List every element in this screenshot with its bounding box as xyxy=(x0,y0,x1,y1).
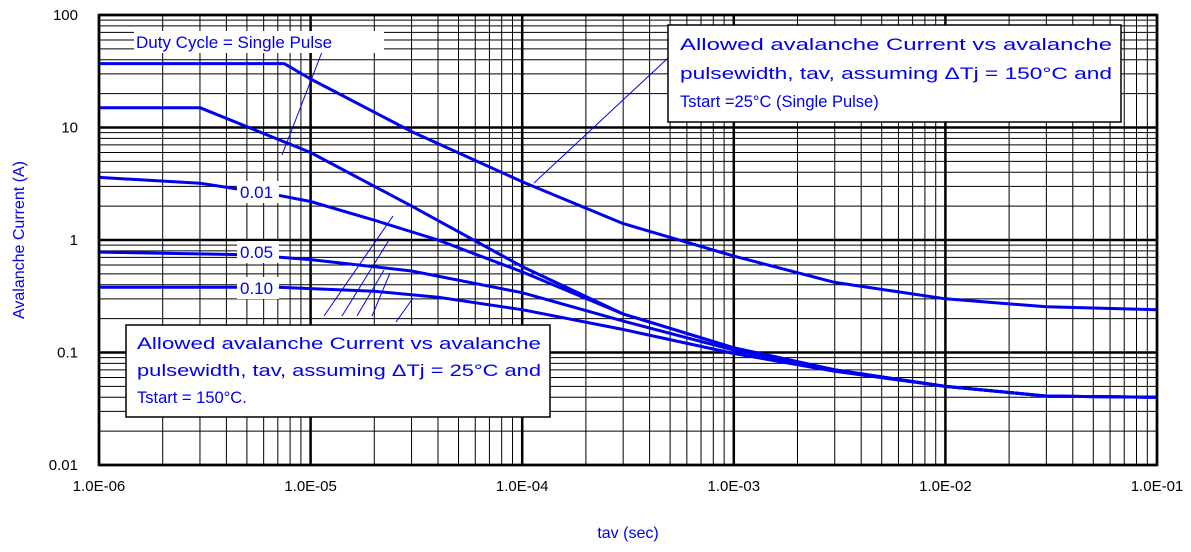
annotation-leader-line xyxy=(323,215,394,317)
duty-cycle-text: Duty Cycle = Single Pulse xyxy=(136,33,332,52)
x-axis-label: tav (sec) xyxy=(597,525,658,542)
series-label-010: 0.10 xyxy=(237,277,279,299)
series-label-005: 0.05 xyxy=(237,241,279,263)
annotation-leader-line xyxy=(281,51,323,156)
duty-cycle-label: Duty Cycle = Single Pulse xyxy=(134,31,384,53)
upper-annotation-line-1: Allowed avalanche Current vs avalanche xyxy=(680,36,1112,54)
leader-lines xyxy=(281,51,669,323)
lower-annotation-box: Allowed avalanche Current vs avalanche p… xyxy=(125,324,551,418)
lower-annotation-line-1: Allowed avalanche Current vs avalanche xyxy=(137,335,541,353)
upper-annotation-line-3: Tstart =25°C (Single Pulse) xyxy=(680,93,879,111)
annotation-leader-line xyxy=(341,239,390,317)
y-tick-label: 10 xyxy=(61,120,78,137)
series-label-0.10: 0.10 xyxy=(240,279,273,298)
x-tick-label: 1.0E-01 xyxy=(1131,478,1184,495)
series-label-001: 0.01 xyxy=(237,181,279,203)
x-tick-label: 1.0E-06 xyxy=(73,478,126,495)
tick-labels: 1.0E-06 1.0E-05 1.0E-04 1.0E-03 1.0E-02 1.0E-… xyxy=(49,7,1183,495)
lower-annotation-line-3: Tstart = 150°C. xyxy=(137,389,247,407)
series-label-0.01: 0.01 xyxy=(240,183,273,202)
series-layer xyxy=(98,62,1158,399)
series-line-1 xyxy=(99,62,1158,312)
upper-annotation-line-2: pulsewidth, tav, assuming ΔTj = 150°C an… xyxy=(680,65,1112,83)
annotation-leader-line xyxy=(356,269,385,317)
x-tick-label: 1.0E-02 xyxy=(919,478,972,495)
y-tick-label: 100 xyxy=(53,7,78,24)
series-label-0.05: 0.05 xyxy=(240,243,273,262)
annotation-leader-line xyxy=(371,272,391,317)
x-tick-label: 1.0E-04 xyxy=(496,478,549,495)
y-axis-label: Avalanche Current (A) xyxy=(11,161,28,319)
y-tick-label: 1 xyxy=(70,232,78,249)
y-tick-label: 0.1 xyxy=(57,345,78,362)
upper-annotation-box: Allowed avalanche Current vs avalanche p… xyxy=(667,24,1122,123)
x-tick-label: 1.0E-05 xyxy=(284,478,337,495)
annotation-leader-line xyxy=(395,297,414,323)
lower-annotation-line-2: pulsewidth, tav, assuming ΔTj = 25°C and xyxy=(137,362,541,380)
plot-frame xyxy=(97,13,1159,467)
y-tick-label: 0.01 xyxy=(49,457,78,474)
annotation-leader-line xyxy=(533,57,669,184)
x-tick-label: 1.0E-03 xyxy=(708,478,761,495)
